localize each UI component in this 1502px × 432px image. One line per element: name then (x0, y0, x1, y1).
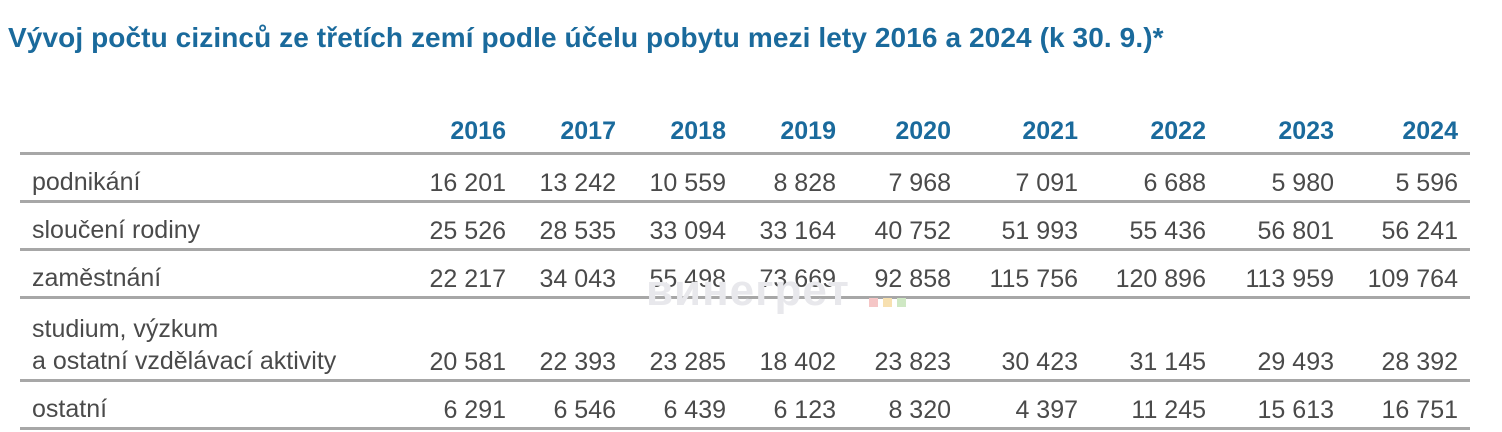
table-cell: 10 559 (628, 153, 738, 203)
table-row-employment: zaměstnání 22 217 34 043 55 498 73 669 9… (20, 249, 1470, 299)
table-cell: 8 320 (848, 380, 963, 430)
year-header: 2024 (1346, 104, 1470, 155)
table-cell: 33 094 (628, 201, 738, 251)
table-cell: 30 423 (963, 297, 1090, 382)
header-label-cell (20, 104, 408, 155)
row-label-line: studium, výzkum (32, 315, 219, 343)
table-cell: 7 091 (963, 153, 1090, 203)
year-header: 2021 (963, 104, 1090, 155)
table-cell: 6 123 (738, 380, 848, 430)
table-cell: 56 801 (1218, 201, 1346, 251)
table-cell: 22 217 (408, 249, 518, 299)
table-cell: 22 393 (518, 297, 628, 382)
table-cell: 28 392 (1346, 297, 1470, 382)
table-cell: 115 756 (963, 249, 1090, 299)
table-cell: 5 596 (1346, 153, 1470, 203)
header-row: 2016 2017 2018 2019 2020 2021 2022 2023 … (20, 104, 1470, 155)
table-cell: 109 764 (1346, 249, 1470, 299)
table-cell: 92 858 (848, 249, 963, 299)
table-cell: 73 669 (738, 249, 848, 299)
table-cell: 20 581 (408, 297, 518, 382)
table-row-other: ostatní 6 291 6 546 6 439 6 123 8 320 4 … (20, 380, 1470, 430)
table-cell: 25 526 (408, 201, 518, 251)
year-header: 2022 (1090, 104, 1218, 155)
table-row-family-reunification: sloučení rodiny 25 526 28 535 33 094 33 … (20, 201, 1470, 251)
table-cell: 16 751 (1346, 380, 1470, 430)
row-label: ostatní (20, 380, 408, 430)
row-label: zaměstnání (20, 249, 408, 299)
residence-purpose-table: 2016 2017 2018 2019 2020 2021 2022 2023 … (20, 104, 1470, 430)
row-label: sloučení rodiny (20, 201, 408, 251)
table-cell: 113 959 (1218, 249, 1346, 299)
table-row-business: podnikání 16 201 13 242 10 559 8 828 7 9… (20, 153, 1470, 203)
year-header: 2020 (848, 104, 963, 155)
row-label-line: a ostatní vzdělávací aktivity (32, 347, 337, 375)
table-cell: 16 201 (408, 153, 518, 203)
page-title: Vývoj počtu cizinců ze třetích zemí podl… (8, 22, 1164, 53)
table-cell: 7 968 (848, 153, 963, 203)
table-cell: 40 752 (848, 201, 963, 251)
table-cell: 18 402 (738, 297, 848, 382)
table-cell: 6 439 (628, 380, 738, 430)
year-header: 2019 (738, 104, 848, 155)
table-cell: 8 828 (738, 153, 848, 203)
year-header: 2017 (518, 104, 628, 155)
table-row-study: studium, výzkum a ostatní vzdělávací akti… (20, 297, 1470, 382)
table-cell: 23 823 (848, 297, 963, 382)
table-cell: 15 613 (1218, 380, 1346, 430)
table-cell: 29 493 (1218, 297, 1346, 382)
table-cell: 34 043 (518, 249, 628, 299)
row-label: podnikání (20, 153, 408, 203)
row-label: studium, výzkum a ostatní vzdělávací akti… (20, 297, 408, 382)
year-header: 2016 (408, 104, 518, 155)
table-cell: 6 546 (518, 380, 628, 430)
table-cell: 13 242 (518, 153, 628, 203)
table-cell: 11 245 (1090, 380, 1218, 430)
table-cell: 120 896 (1090, 249, 1218, 299)
table-cell: 4 397 (963, 380, 1090, 430)
table-cell: 28 535 (518, 201, 628, 251)
table-cell: 33 164 (738, 201, 848, 251)
table-cell: 6 688 (1090, 153, 1218, 203)
table-cell: 31 145 (1090, 297, 1218, 382)
table-cell: 51 993 (963, 201, 1090, 251)
table-cell: 23 285 (628, 297, 738, 382)
table-cell: 6 291 (408, 380, 518, 430)
table-cell: 55 498 (628, 249, 738, 299)
year-header: 2023 (1218, 104, 1346, 155)
table-cell: 55 436 (1090, 201, 1218, 251)
year-header: 2018 (628, 104, 738, 155)
table-cell: 56 241 (1346, 201, 1470, 251)
table-cell: 5 980 (1218, 153, 1346, 203)
